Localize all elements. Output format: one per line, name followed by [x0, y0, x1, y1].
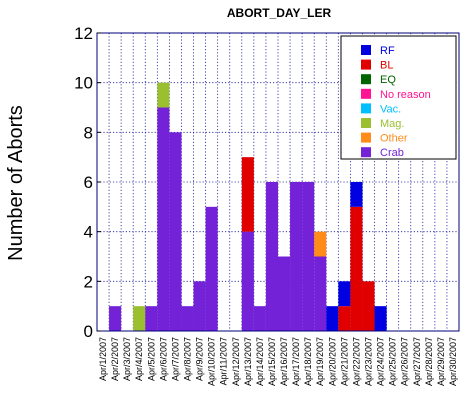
bars: [109, 82, 387, 331]
x-tick-label: Apr/19/2007: [315, 337, 325, 386]
x-tick-label: Apr/1/2007: [98, 337, 108, 381]
x-tick-label: Apr/23/2007: [364, 337, 374, 386]
y-axis-label: Number of Aborts: [5, 105, 27, 261]
bar-segment: [109, 306, 122, 331]
bar-segment: [302, 182, 315, 331]
x-tick-label: Apr/13/2007: [243, 337, 253, 386]
bar-segment: [205, 206, 218, 331]
x-axis-ticks: Apr/1/2007 Apr/2/2007 Apr/3/2007 Apr/4/2007…: [98, 337, 458, 386]
legend-label: Vac.: [380, 103, 401, 115]
legend-label: RF: [380, 45, 395, 57]
legend-label: No reason: [380, 89, 431, 101]
x-tick-label: Apr/25/2007: [388, 337, 398, 386]
bar-segment: [133, 306, 146, 331]
bar-segment: [290, 182, 303, 331]
bar-segment: [169, 132, 182, 331]
bar-segment: [350, 206, 363, 331]
x-tick-label: Apr/6/2007: [158, 337, 168, 381]
legend-label: Mag.: [380, 118, 404, 130]
bar-segment: [338, 306, 351, 331]
x-tick-label: Apr/22/2007: [351, 337, 361, 386]
bar-segment: [181, 306, 194, 331]
x-tick-label: Apr/15/2007: [267, 337, 277, 386]
x-tick-label: Apr/29/2007: [436, 337, 446, 386]
x-tick-label: Apr/9/2007: [195, 337, 205, 381]
x-tick-label: Apr/26/2007: [400, 337, 410, 386]
bar-segment: [241, 231, 254, 331]
bar-segment: [157, 107, 170, 331]
x-tick-label: Apr/7/2007: [170, 337, 180, 381]
legend-swatch: [361, 88, 371, 99]
legend: RF BL EQ No reason Vac. Mag. Other Crab: [340, 35, 457, 160]
x-tick-label: Apr/16/2007: [279, 337, 289, 386]
bar-segment: [157, 82, 170, 108]
bar-segment: [314, 231, 327, 257]
legend-label: EQ: [380, 74, 396, 86]
x-tick-label: Apr/27/2007: [412, 337, 422, 386]
x-tick-label: Apr/28/2007: [424, 337, 434, 386]
legend-swatch: [361, 59, 371, 70]
y-tick-label: 2: [84, 272, 93, 291]
legend-swatch: [361, 147, 371, 158]
x-tick-label: Apr/21/2007: [339, 337, 349, 386]
x-tick-label: Apr/14/2007: [255, 337, 265, 386]
bar-segment: [326, 306, 339, 331]
x-tick-label: Apr/10/2007: [207, 337, 217, 386]
bar-segment: [278, 256, 291, 331]
x-tick-label: Apr/8/2007: [183, 337, 193, 381]
bar-segment: [253, 306, 266, 331]
bar-segment: [374, 306, 387, 331]
x-tick-label: Apr/2/2007: [110, 337, 120, 381]
bar-segment: [338, 281, 351, 307]
legend-swatch: [361, 74, 371, 85]
y-axis-ticks: 0 2 4 6 8 10 12: [74, 24, 101, 341]
x-tick-label: Apr/18/2007: [303, 337, 313, 386]
legend-label: Crab: [380, 147, 404, 159]
bar-segment: [362, 281, 375, 331]
legend-label: BL: [380, 60, 393, 72]
x-tick-label: Apr/17/2007: [291, 337, 301, 386]
bar-segment: [241, 157, 254, 232]
y-tick-label: 4: [84, 223, 93, 242]
x-tick-label: Apr/20/2007: [327, 337, 337, 386]
legend-swatch: [361, 132, 371, 143]
x-tick-label: Apr/30/2007: [448, 337, 458, 386]
bar-segment: [265, 182, 278, 331]
legend-swatch: [361, 45, 371, 55]
x-tick-label: Apr/24/2007: [376, 337, 386, 386]
y-tick-label: 10: [74, 74, 93, 93]
legend-swatch: [361, 118, 371, 128]
legend-box: [340, 35, 457, 160]
bar-segment: [350, 182, 363, 207]
bar-segment: [145, 306, 158, 331]
x-tick-label: Apr/12/2007: [231, 337, 241, 386]
legend-swatch: [361, 103, 371, 114]
x-tick-label: Apr/11/2007: [219, 337, 229, 385]
y-tick-label: 0: [84, 322, 93, 341]
legend-label: Other: [380, 133, 408, 145]
x-tick-label: Apr/5/2007: [146, 337, 156, 381]
y-tick-label: 6: [84, 173, 93, 192]
x-tick-label: Apr/4/2007: [134, 337, 144, 381]
y-tick-label: 8: [84, 123, 93, 142]
x-tick-label: Apr/3/2007: [122, 337, 132, 381]
bar-segment: [314, 256, 327, 331]
y-tick-label: 12: [74, 24, 93, 43]
bar-segment: [193, 281, 206, 331]
chart-title: ABORT_DAY_LER: [227, 6, 332, 20]
